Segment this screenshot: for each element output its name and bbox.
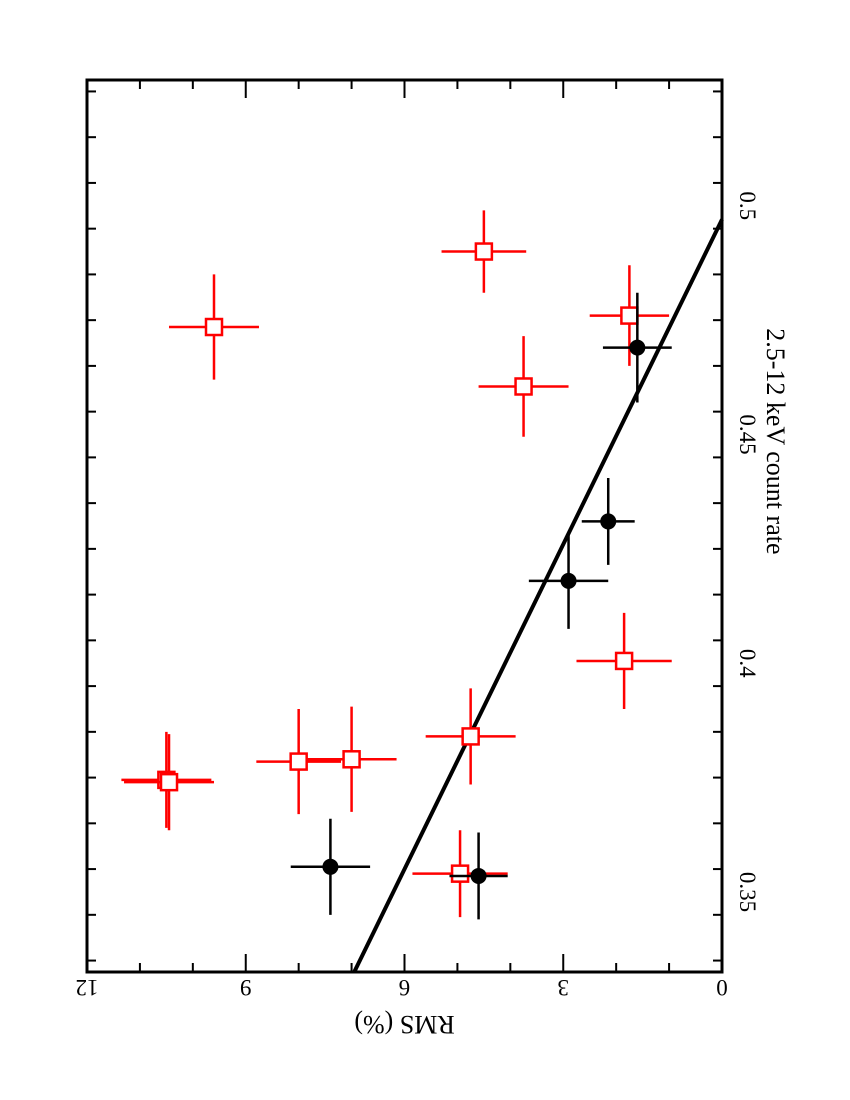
marker-circle [322, 858, 339, 875]
data-point-square [425, 688, 516, 785]
x-tick-label: 0.45 [735, 414, 760, 454]
marker-square [461, 727, 480, 746]
series-black-circles [290, 292, 672, 920]
data-point-circle [528, 532, 609, 629]
data-point-square [306, 706, 397, 812]
fit-line [352, 218, 724, 973]
y-tick-label: 3 [558, 975, 570, 1000]
data-point-square [478, 336, 569, 437]
marker-square [474, 242, 494, 261]
y-tick-label: 9 [240, 975, 252, 1000]
marker-circle [470, 867, 487, 884]
marker-circle [600, 513, 617, 530]
data-point-circle [602, 292, 672, 403]
y-tick-label: 6 [399, 975, 411, 1000]
x-tick-label: 0.5 [735, 191, 760, 220]
axis-ticks [86, 80, 723, 972]
plot-frame [85, 78, 724, 974]
marker-circle [629, 339, 646, 356]
series-red-squares [121, 210, 672, 918]
x-tick-labels: 0.35 0.4 0.45 0.5 [735, 191, 760, 912]
y-tick-label: 12 [76, 975, 99, 1000]
y-tick-label: 0 [716, 975, 728, 1000]
data-point-square [256, 708, 341, 815]
data-point-square [412, 830, 508, 918]
x-tick-label: 0.35 [735, 872, 760, 912]
y-tick-labels: 0 3 6 9 12 [76, 975, 728, 1000]
marker-square [204, 317, 224, 337]
y-axis-title: RMS (%) [354, 1010, 454, 1039]
data-point-square [589, 265, 670, 366]
x-axis-title: 2.5-12 keV count rate [761, 328, 790, 554]
data-point-square [576, 612, 672, 709]
marker-square [342, 750, 361, 769]
marker-square [514, 377, 533, 396]
marker-square [159, 772, 179, 792]
data-point-square [169, 274, 259, 380]
marker-square [289, 752, 308, 771]
marker-square [450, 864, 470, 883]
x-tick-label: 0.4 [735, 649, 760, 678]
data-point-circle [290, 818, 371, 915]
marker-square [614, 651, 634, 671]
data-point-square [124, 734, 214, 831]
marker-circle [560, 572, 577, 589]
marker-square [620, 306, 639, 325]
data-point-circle [581, 477, 635, 565]
data-point-circle [449, 832, 508, 920]
data-point-square [441, 210, 527, 293]
fit-line-group [352, 218, 724, 973]
